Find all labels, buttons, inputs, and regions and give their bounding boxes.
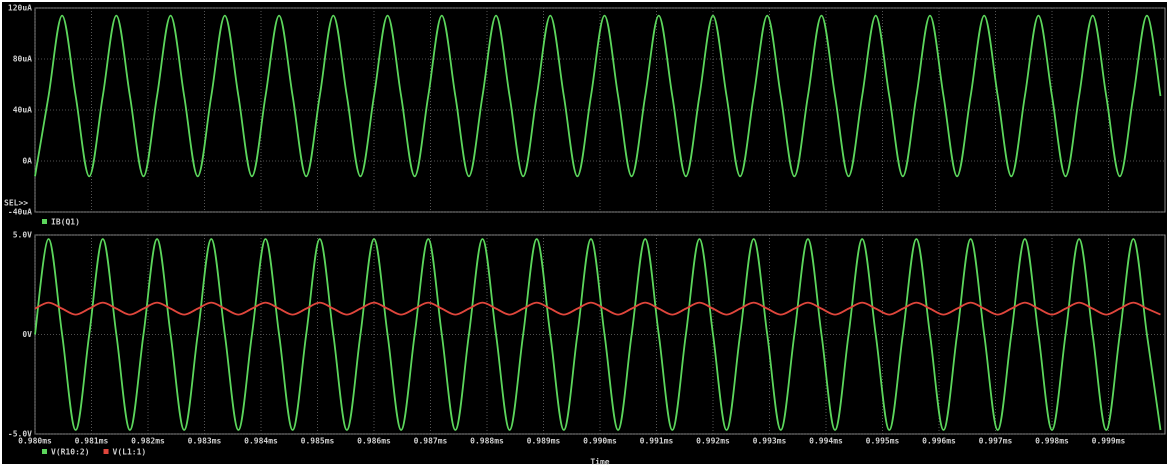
- x-tick-label: 0.993ms: [753, 437, 787, 446]
- y-tick-label: 40uA: [13, 106, 32, 115]
- x-tick-label: 0.997ms: [979, 437, 1013, 446]
- x-tick-label: 0.988ms: [470, 437, 504, 446]
- x-tick-label: 0.996ms: [922, 437, 956, 446]
- x-tick-label: 0.980ms: [18, 437, 52, 446]
- legend-swatch: [42, 449, 47, 454]
- legend-label: IB(Q1): [51, 218, 80, 227]
- selection-marker: SEL>>: [4, 199, 28, 208]
- y-tick-label: -5.0V: [8, 430, 32, 439]
- x-tick-label: 0.989ms: [527, 437, 561, 446]
- x-tick-label: 0.995ms: [866, 437, 900, 446]
- x-tick-label: 0.981ms: [75, 437, 109, 446]
- x-tick-label: 0.986ms: [357, 437, 391, 446]
- x-tick-label: 0.994ms: [809, 437, 843, 446]
- x-tick-label: 0.992ms: [696, 437, 730, 446]
- y-tick-label: 80uA: [13, 55, 32, 64]
- legend-label: V(R10:2): [51, 448, 90, 457]
- y-tick-label: 120uA: [8, 4, 32, 13]
- trace: [34, 301, 1161, 316]
- x-axis-title: Time: [590, 457, 609, 466]
- trace: [34, 238, 1162, 431]
- x-tick-label: 0.987ms: [414, 437, 448, 446]
- legend-swatch: [42, 219, 47, 224]
- y-tick-label: 5.0V: [13, 231, 32, 240]
- legend-label: V(L1:1): [113, 448, 147, 457]
- y-tick-label: 0A: [22, 157, 32, 166]
- x-tick-label: 0.991ms: [640, 437, 674, 446]
- x-tick-label: 0.985ms: [301, 437, 335, 446]
- legend-swatch: [103, 449, 109, 454]
- x-tick-label: 0.982ms: [131, 437, 165, 446]
- x-tick-label: 0.983ms: [188, 437, 222, 446]
- y-tick-label: -40uA: [8, 208, 32, 217]
- trace: [34, 14, 1162, 178]
- x-tick-label: 0.999ms: [1092, 437, 1126, 446]
- x-tick-label: 0.984ms: [244, 437, 278, 446]
- x-tick-label: 0.998ms: [1035, 437, 1069, 446]
- y-tick-label: 0V: [22, 330, 32, 339]
- x-tick-label: 0.990ms: [583, 437, 617, 446]
